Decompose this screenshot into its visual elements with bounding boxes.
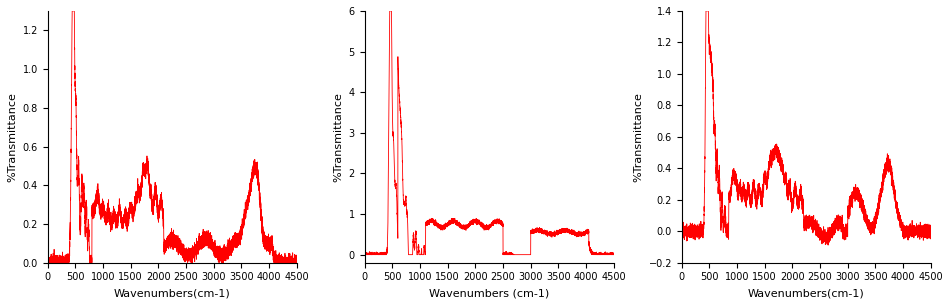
X-axis label: Wavenumbers (cm-1): Wavenumbers (cm-1) — [429, 288, 549, 298]
Y-axis label: %Transmittance: %Transmittance — [333, 92, 343, 182]
Y-axis label: %Transmittance: %Transmittance — [633, 92, 643, 182]
Y-axis label: %Transmittance: %Transmittance — [7, 92, 17, 182]
X-axis label: Wavenumbers(cm-1): Wavenumbers(cm-1) — [114, 288, 231, 298]
X-axis label: Wavenumbers(cm-1): Wavenumbers(cm-1) — [748, 288, 864, 298]
